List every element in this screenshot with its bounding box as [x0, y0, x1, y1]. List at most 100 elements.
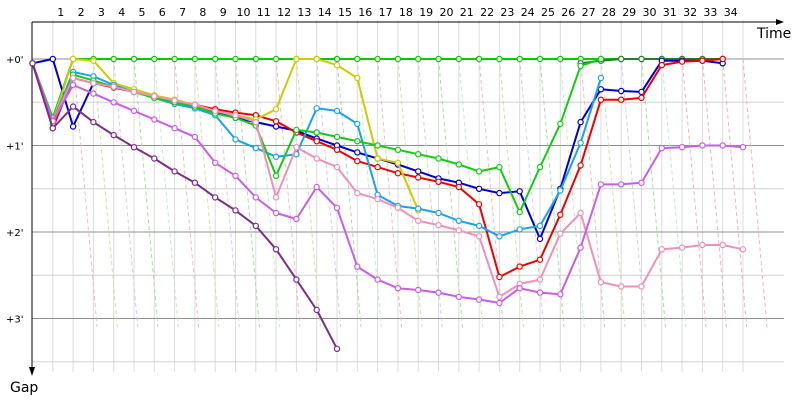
data-point — [536, 256, 544, 263]
lap-tick-label: 20 — [440, 6, 454, 19]
data-point — [333, 204, 341, 211]
data-point — [252, 222, 259, 230]
lap-tick-label: 14 — [318, 6, 332, 19]
data-point — [415, 55, 422, 63]
lap-tick-label: 4 — [118, 6, 125, 19]
y-axis-arrow — [29, 367, 35, 376]
drift-line — [255, 58, 281, 328]
drift-line — [316, 58, 342, 328]
data-point — [597, 55, 605, 63]
data-point — [293, 215, 300, 223]
grid — [32, 20, 784, 372]
data-point — [577, 244, 584, 251]
lap-tick-label: 28 — [602, 6, 616, 19]
drift-line — [214, 58, 240, 328]
data-point — [354, 74, 361, 82]
lap-tick-label: 3 — [98, 6, 105, 19]
drift-line — [72, 58, 98, 328]
data-point — [577, 118, 584, 126]
data-point — [272, 246, 280, 253]
data-point — [151, 155, 158, 162]
data-point — [658, 61, 666, 69]
data-point — [435, 155, 442, 162]
data-point — [638, 94, 645, 102]
data-point — [333, 146, 341, 153]
data-point — [90, 118, 97, 126]
data-point — [232, 207, 239, 214]
data-point — [69, 81, 77, 89]
data-point — [536, 289, 544, 296]
data-point — [516, 188, 523, 195]
data-point — [597, 86, 605, 93]
data-point — [69, 123, 77, 130]
lap-tick-label: 26 — [561, 6, 575, 19]
data-point — [211, 194, 219, 201]
data-point — [394, 146, 402, 153]
drift-line — [722, 58, 748, 328]
data-point — [90, 90, 97, 97]
data-point — [171, 168, 178, 175]
data-point — [475, 222, 483, 230]
drift-line — [377, 58, 403, 328]
series-9 — [29, 60, 747, 307]
data-point — [232, 136, 239, 143]
drift-line — [701, 58, 727, 328]
data-point — [394, 55, 402, 63]
data-point — [435, 289, 442, 296]
lap-tick-label: 10 — [237, 6, 251, 19]
data-point — [110, 55, 117, 63]
data-point — [333, 163, 341, 171]
data-point — [272, 153, 280, 160]
drift-line — [681, 58, 707, 328]
data-point — [333, 107, 341, 115]
data-point — [699, 241, 706, 249]
lap-tick-label: 23 — [500, 6, 514, 19]
data-point — [313, 105, 320, 112]
lap-tick-label: 25 — [541, 6, 555, 19]
data-point — [313, 306, 320, 314]
drift-line — [600, 58, 626, 328]
data-point — [618, 55, 625, 63]
series-8 — [29, 60, 747, 301]
series-line — [580, 58, 723, 65]
data-point — [374, 163, 381, 171]
data-point — [435, 178, 442, 185]
data-point — [313, 137, 320, 145]
lap-tick-label: 18 — [399, 6, 413, 19]
data-point — [475, 168, 483, 175]
drift-line — [153, 58, 179, 328]
data-point — [415, 217, 422, 224]
data-point — [699, 57, 706, 64]
data-point — [90, 79, 97, 87]
data-point — [415, 150, 422, 158]
tick-labels: 1 2 3 4 5 6 7 8 9 10 11 12 13 14 15 16 17 18 19 20 21 22 23 24 2… — [6, 6, 738, 326]
lap-tick-label: 1 — [57, 6, 64, 19]
lap-tick-label: 16 — [358, 6, 372, 19]
data-point — [232, 55, 239, 63]
data-point — [374, 195, 381, 203]
data-point — [455, 227, 462, 234]
data-point — [496, 293, 503, 301]
data-point — [496, 163, 503, 171]
data-point — [577, 62, 584, 70]
data-point — [597, 181, 605, 188]
gap-tick-label: +1' — [6, 142, 24, 153]
data-point — [516, 263, 523, 270]
lap-tick-label: 12 — [277, 6, 291, 19]
data-point — [638, 179, 645, 186]
series-10 — [29, 60, 341, 352]
data-point — [211, 107, 219, 115]
drift-line — [438, 58, 463, 328]
lap-tick-label: 31 — [663, 6, 677, 19]
data-point — [557, 55, 564, 63]
data-point — [151, 55, 158, 63]
data-point — [577, 162, 584, 169]
data-point — [475, 185, 483, 192]
data-point — [719, 55, 726, 63]
data-point — [191, 101, 199, 109]
lap-tick-label: 5 — [139, 6, 146, 19]
gap-tick-label: +3' — [6, 315, 24, 326]
data-point — [678, 143, 686, 151]
data-point — [435, 55, 442, 63]
data-point — [557, 230, 564, 237]
